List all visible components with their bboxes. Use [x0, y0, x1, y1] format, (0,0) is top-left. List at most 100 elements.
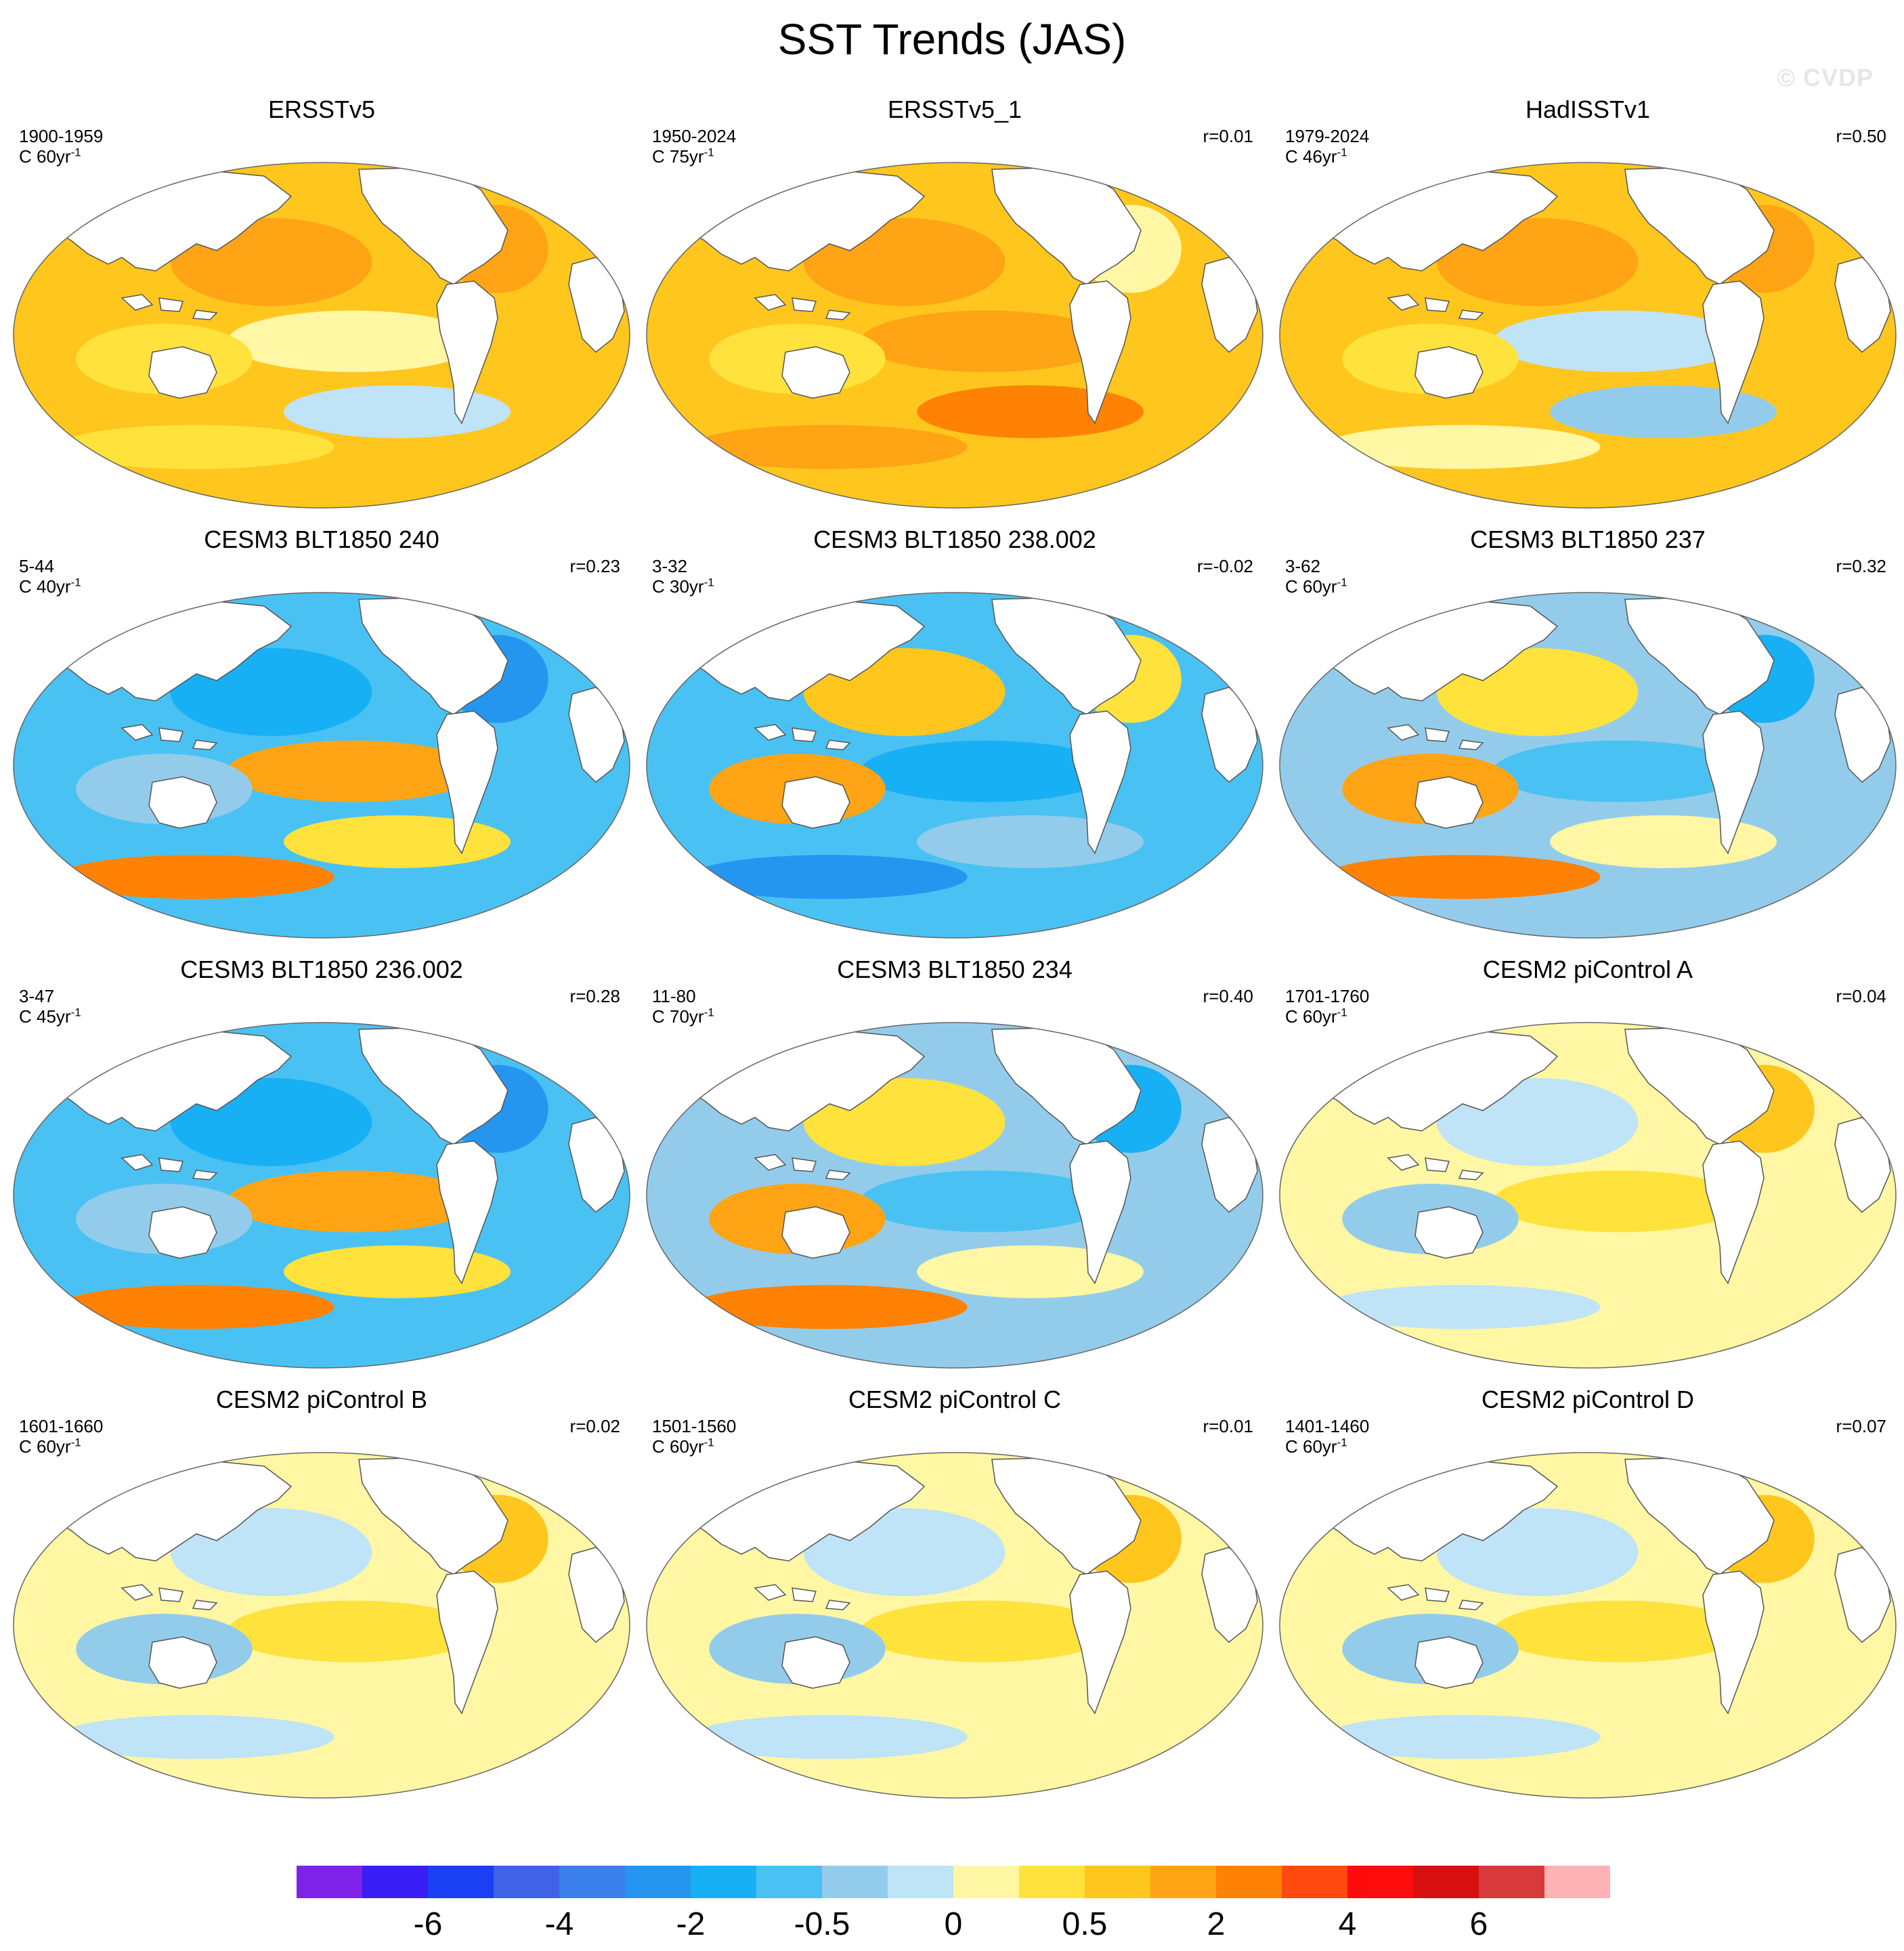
landmass [1425, 1157, 1450, 1172]
landmass [1458, 1600, 1484, 1610]
panel-title: CESM2 piControl C [848, 1386, 1062, 1413]
figure-title: SST Trends (JAS) [777, 15, 1127, 64]
sst-trend-map [1279, 1452, 1897, 1799]
colorbar-tick-label: -6 [413, 1906, 443, 1942]
colorbar-swatch [362, 1866, 429, 1898]
pattern-correlation: r=0.50 [1836, 126, 1886, 146]
pattern-correlation: r=0.32 [1836, 556, 1886, 576]
sst-trend-map [13, 1022, 630, 1369]
landmass [121, 724, 154, 741]
landmass [1414, 1636, 1484, 1689]
landmass [436, 710, 498, 855]
landmass [991, 597, 1142, 715]
colorbar-swatch [756, 1866, 823, 1898]
map-outline [13, 1452, 630, 1799]
map-outline [1279, 1452, 1897, 1799]
pattern-correlation: r=0.04 [1836, 986, 1886, 1006]
trend-anomaly-region [57, 1715, 334, 1759]
colorbar-swatch [494, 1866, 560, 1898]
trend-anomaly-region [57, 425, 334, 469]
map-panel: CESM2 piControl D 1401-1460 C 60yr-1 r=0.07 [1273, 1385, 1903, 1825]
landmass [754, 1154, 787, 1171]
trend-anomaly-region [227, 1170, 479, 1232]
period-label: 1979-2024 [1285, 126, 1370, 146]
trend-anomaly-region [1493, 1600, 1746, 1663]
map-panel: CESM2 piControl C 1501-1560 C 60yr-1 r=0.01 [640, 1385, 1270, 1825]
landmass [991, 167, 1142, 285]
trend-anomaly-region [860, 740, 1112, 802]
landmass [792, 727, 817, 742]
map-outline [13, 1022, 630, 1369]
map-outline [13, 592, 630, 939]
colorbar-tick-label: 0 [944, 1906, 963, 1942]
units-label: C 60yr-1 [652, 1436, 714, 1457]
trend-anomaly-region [860, 1170, 1112, 1232]
landmass [158, 297, 183, 312]
trend-anomaly-region [1550, 1245, 1777, 1298]
landmass [1458, 1170, 1484, 1180]
landmass [158, 1157, 183, 1172]
panel-title: CESM3 BLT1850 234 [837, 956, 1073, 983]
landmass [436, 1140, 498, 1285]
landmass [192, 739, 218, 750]
map-panel: CESM2 piControl A 1701-1760 C 60yr-1 r=0.04 [1273, 955, 1903, 1395]
trend-anomaly-region [1323, 425, 1601, 469]
colorbar-swatch [1216, 1866, 1282, 1898]
period-label: 3-47 [19, 986, 55, 1006]
landmass [781, 1636, 850, 1689]
period-label: 11-80 [652, 986, 696, 1006]
map-outline [1279, 1022, 1897, 1369]
units-label: C 40yr-1 [19, 576, 81, 597]
colorbar-tick-label: 4 [1338, 1906, 1357, 1942]
period-label: 1601-1660 [19, 1416, 104, 1436]
landmass [192, 1600, 218, 1610]
landmass [1414, 346, 1484, 399]
panel-title: HadISSTv1 [1525, 95, 1651, 123]
panel-title: CESM3 BLT1850 240 [204, 526, 439, 553]
sst-trend-map [1279, 162, 1897, 509]
map-outline [1279, 162, 1897, 509]
trend-anomaly-region [284, 815, 511, 868]
landmass [1702, 1140, 1765, 1285]
landmass [1414, 776, 1484, 829]
colorbar-tick-label: 2 [1207, 1906, 1226, 1942]
landmass [358, 597, 509, 715]
units-label: C 60yr-1 [1285, 1006, 1347, 1027]
sst-trend-map [646, 592, 1263, 939]
trend-anomaly-region [227, 1600, 479, 1663]
colorbar-swatch [625, 1866, 691, 1898]
colorbar-swatch [1544, 1866, 1610, 1898]
units-label: C 45yr-1 [19, 1006, 81, 1027]
landmass [1624, 167, 1775, 285]
colorbar-swatch [822, 1866, 888, 1898]
landmass [754, 294, 787, 311]
trend-anomaly-region [917, 815, 1144, 868]
units-label: C 75yr-1 [652, 146, 714, 167]
trend-anomaly-region [917, 385, 1144, 438]
landmass [358, 1027, 509, 1145]
landmass [436, 1570, 498, 1715]
trend-anomaly-region [284, 1675, 511, 1728]
trend-anomaly-region [1323, 1285, 1601, 1329]
landmass [825, 1600, 851, 1610]
landmass [1702, 710, 1765, 855]
landmass [148, 346, 217, 399]
sst-trend-map [13, 162, 630, 509]
map-outline [646, 162, 1263, 509]
trend-anomaly-region [690, 425, 968, 469]
sst-trend-map [646, 1022, 1263, 1369]
map-panel: CESM3 BLT1850 238.002 3-32 C 30yr-1 r=-0.02 [640, 525, 1270, 965]
period-label: 1501-1560 [652, 1416, 737, 1436]
map-panel: HadISSTv1 1979-2024 C 46yr-1 r=0.50 [1273, 95, 1903, 535]
panel-title: CESM2 piControl D [1481, 1386, 1695, 1413]
map-panel: CESM3 BLT1850 240 5-44 C 40yr-1 r=0.23 [7, 525, 636, 965]
sst-trend-map [1279, 592, 1897, 939]
panel-title: CESM2 piControl A [1482, 956, 1693, 983]
landmass [158, 1587, 183, 1602]
units-label: C 60yr-1 [1285, 1436, 1347, 1457]
landmass [792, 1587, 817, 1602]
landmass [825, 309, 851, 320]
landmass [1458, 309, 1484, 320]
landmass [1425, 1587, 1450, 1602]
landmass [1387, 294, 1420, 311]
